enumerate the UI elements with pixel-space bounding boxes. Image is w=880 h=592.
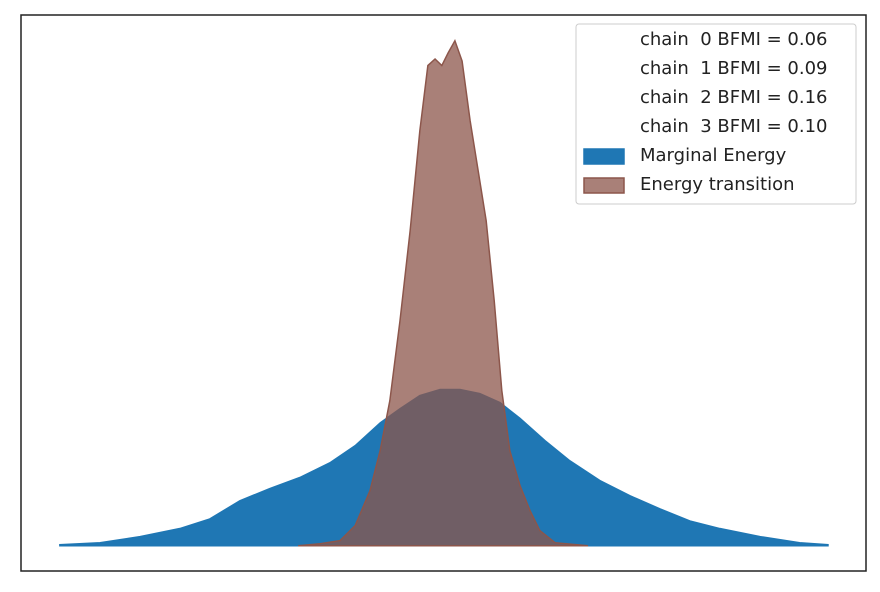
legend-note: chain 0 BFMI = 0.06	[640, 29, 828, 50]
density-area	[298, 38, 589, 547]
legend: chain 0 BFMI = 0.06 chain 1 BFMI = 0.09 ch…	[575, 23, 857, 205]
legend-swatch	[583, 177, 625, 194]
legend-label: Energy transition	[640, 174, 795, 195]
legend-note: chain 3 BFMI = 0.10	[640, 116, 828, 137]
legend-label: Marginal Energy	[640, 145, 787, 166]
legend-swatch	[583, 148, 625, 165]
legend-box	[575, 23, 857, 205]
legend-note: chain 1 BFMI = 0.09	[640, 58, 828, 79]
plot-area	[59, 38, 829, 547]
legend-note: chain 2 BFMI = 0.16	[640, 87, 828, 108]
